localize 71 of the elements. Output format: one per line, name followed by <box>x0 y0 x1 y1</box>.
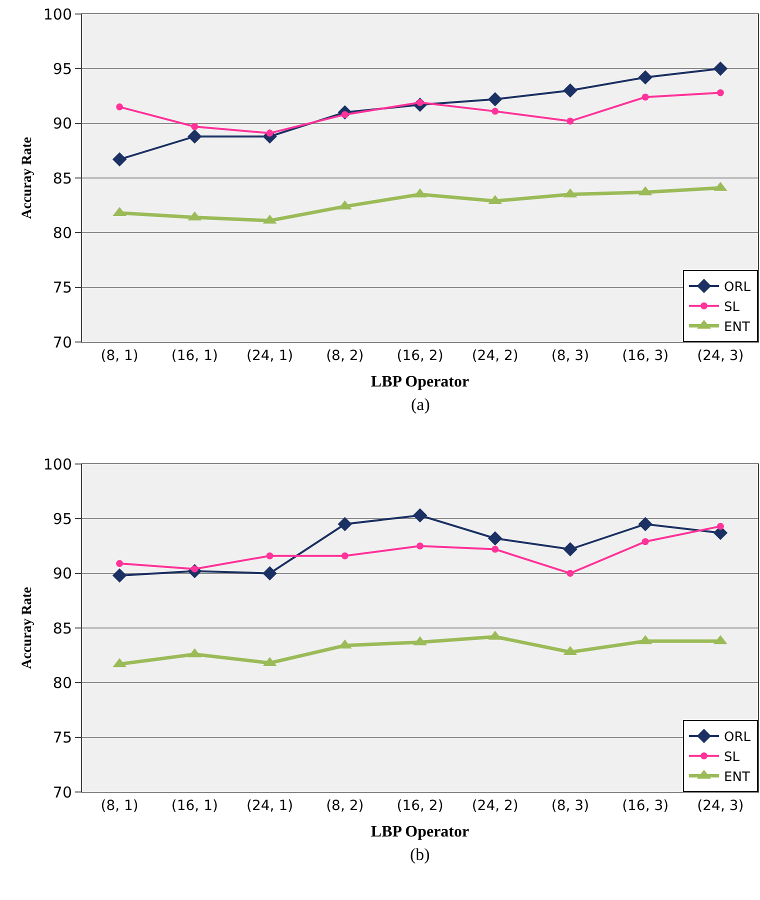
x-tick-label: (8, 3) <box>551 348 590 364</box>
y-tick-label: 80 <box>52 224 72 242</box>
point <box>716 522 724 530</box>
point <box>116 103 124 110</box>
point <box>638 516 652 532</box>
point <box>563 542 578 556</box>
y-tick-label: 85 <box>52 619 72 638</box>
y-tick-label: 70 <box>52 333 72 352</box>
legend-label: ORL <box>724 730 752 746</box>
legend-label: ENT <box>724 320 750 335</box>
point <box>341 552 348 560</box>
y-axis-title: Accuray Rate <box>20 586 35 670</box>
y-tick-label: 90 <box>52 564 72 583</box>
y-tick-label: 100 <box>43 455 72 474</box>
x-tick-label: (24, 1) <box>246 348 294 364</box>
point <box>488 531 502 546</box>
point <box>112 152 127 167</box>
point <box>416 542 424 550</box>
point <box>492 546 499 553</box>
x-tick-label: (8, 2) <box>326 798 364 814</box>
legend-label: SL <box>724 750 740 765</box>
x-tick-label: (8, 1) <box>100 798 138 814</box>
point <box>642 94 649 101</box>
y-tick-label: 85 <box>52 169 72 188</box>
x-tick-label: (16, 3) <box>622 798 669 814</box>
x-tick-label: (24, 3) <box>697 798 744 814</box>
x-tick-label: (16, 3) <box>622 348 669 364</box>
x-tick-label: (24, 3) <box>697 348 744 364</box>
x-tick-label: (8, 1) <box>100 348 138 364</box>
x-axis-title: LBP Operator <box>370 374 470 390</box>
point <box>188 129 202 144</box>
y-tick-label: 70 <box>52 783 72 802</box>
point <box>116 560 124 567</box>
y-axis-title: Accuray Rate <box>20 136 35 220</box>
legend-label: ORL <box>724 280 752 296</box>
text: (b) <box>410 845 430 864</box>
point <box>262 566 277 580</box>
legend-label: ENT <box>724 770 750 785</box>
point <box>338 516 352 532</box>
y-tick-label: 80 <box>52 674 72 692</box>
x-tick-label: (16, 2) <box>396 348 444 364</box>
x-tick-label: (24, 2) <box>472 798 518 814</box>
point <box>642 538 649 546</box>
x-axis-title: LBP Operator <box>370 824 470 840</box>
x-tick-label: (16, 2) <box>396 798 444 814</box>
point <box>191 123 198 130</box>
point <box>566 570 574 577</box>
x-tick-label: (16, 1) <box>171 798 218 814</box>
point <box>412 508 428 523</box>
point <box>266 552 274 560</box>
legend-label: SL <box>724 300 740 315</box>
text: (a) <box>411 395 430 414</box>
point <box>488 92 502 106</box>
y-tick-label: 95 <box>52 60 72 78</box>
x-tick-label: (8, 3) <box>551 798 590 814</box>
x-tick-label: (8, 2) <box>326 348 364 364</box>
point <box>492 108 499 115</box>
x-tick-label: (16, 1) <box>171 348 218 364</box>
point <box>563 83 578 98</box>
point <box>638 70 652 85</box>
y-tick-label: 100 <box>43 5 72 24</box>
y-tick-label: 75 <box>52 278 72 297</box>
y-tick-label: 75 <box>52 728 72 747</box>
y-tick-label: 90 <box>52 114 72 133</box>
x-tick-label: (24, 2) <box>472 348 518 364</box>
y-tick-label: 95 <box>52 510 72 528</box>
point <box>112 568 127 583</box>
x-tick-label: (24, 1) <box>246 798 294 814</box>
point <box>713 62 728 76</box>
point <box>716 89 724 96</box>
point <box>566 118 574 125</box>
